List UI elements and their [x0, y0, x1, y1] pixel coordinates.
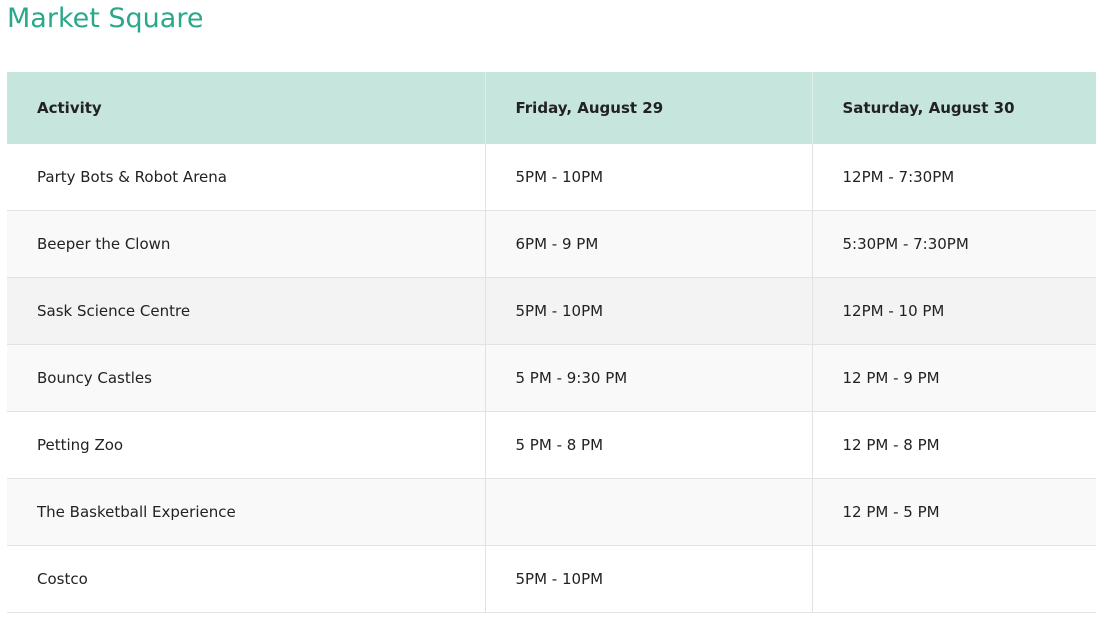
activity-cell: Costco: [7, 545, 486, 613]
activity-cell: Sask Science Centre: [7, 277, 486, 345]
table-row: Costco 5PM - 10PM: [7, 545, 1096, 613]
friday-cell: 5 PM - 9:30 PM: [485, 344, 813, 412]
page-title: Market Square: [7, 3, 204, 34]
saturday-cell: 5:30PM - 7:30PM: [812, 210, 1096, 278]
friday-cell: 6PM - 9 PM: [485, 210, 813, 278]
activity-cell: Beeper the Clown: [7, 210, 486, 278]
saturday-cell: 12PM - 10 PM: [812, 277, 1096, 345]
saturday-cell: 12PM - 7:30PM: [812, 144, 1096, 211]
table-row: Beeper the Clown 6PM - 9 PM 5:30PM - 7:30P…: [7, 210, 1096, 278]
table-row: Petting Zoo 5 PM - 8 PM 12 PM - 8 PM: [7, 411, 1096, 479]
schedule-table: Activity Friday, August 29 Saturday, Aug…: [7, 72, 1096, 613]
friday-cell: 5PM - 10PM: [485, 144, 813, 211]
column-header-saturday: Saturday, August 30: [812, 72, 1096, 144]
table-row: The Basketball Experience 12 PM - 5 PM: [7, 478, 1096, 546]
column-header-activity: Activity: [7, 72, 486, 144]
saturday-cell: 12 PM - 9 PM: [812, 344, 1096, 412]
friday-cell: [485, 478, 813, 546]
friday-cell: 5PM - 10PM: [485, 277, 813, 345]
activity-cell: Party Bots & Robot Arena: [7, 144, 486, 211]
activity-cell: The Basketball Experience: [7, 478, 486, 546]
activity-cell: Bouncy Castles: [7, 344, 486, 412]
saturday-cell: 12 PM - 8 PM: [812, 411, 1096, 479]
saturday-cell: [812, 545, 1096, 613]
activity-cell: Petting Zoo: [7, 411, 486, 479]
table-row: Bouncy Castles 5 PM - 9:30 PM 12 PM - 9 PM: [7, 344, 1096, 412]
table-header-row: Activity Friday, August 29 Saturday, Aug…: [7, 72, 1096, 144]
friday-cell: 5PM - 10PM: [485, 545, 813, 613]
friday-cell: 5 PM - 8 PM: [485, 411, 813, 479]
table-row: Sask Science Centre 5PM - 10PM 12PM - 10 P…: [7, 277, 1096, 345]
table-row: Party Bots & Robot Arena 5PM - 10PM 12PM -…: [7, 144, 1096, 211]
column-header-friday: Friday, August 29: [485, 72, 813, 144]
saturday-cell: 12 PM - 5 PM: [812, 478, 1096, 546]
